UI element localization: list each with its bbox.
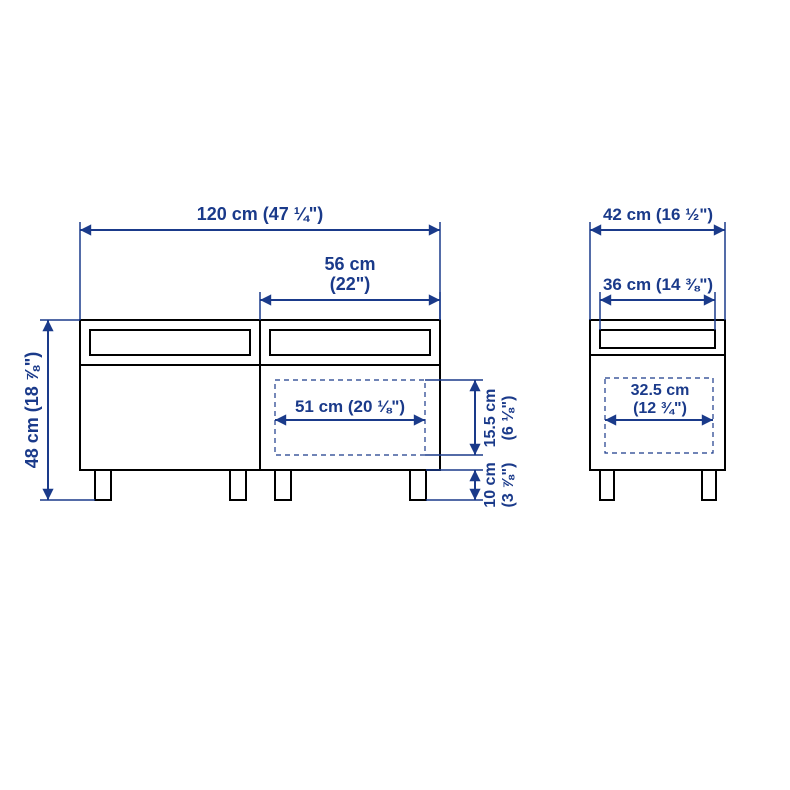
inner-h-1: 15.5 cm	[482, 389, 499, 448]
depth-label: 42 cm (16 ½")	[603, 205, 713, 224]
side-view: 42 cm (16 ½") 36 cm (14 ⅜") 32.5 cm (12 …	[590, 205, 725, 500]
leg-h-2: (3 ⅞")	[500, 463, 517, 508]
height-label: 48 cm (18 ⅞")	[22, 352, 42, 469]
leg-h-1: 10 cm	[482, 462, 499, 507]
width-label: 120 cm (47 ¼")	[197, 204, 324, 224]
half-width-label-2: (22")	[330, 274, 371, 294]
inner-depth-label: 36 cm (14 ⅜")	[603, 275, 713, 294]
dimension-diagram: 120 cm (47 ¼") 56 cm (22") 48 cm (18 ⅞")…	[0, 0, 790, 790]
inner-d2-1: 32.5 cm	[631, 382, 690, 399]
half-width-label-1: 56 cm	[324, 254, 375, 274]
inner-h-2: (6 ⅛")	[500, 396, 517, 441]
inner-d2-2: (12 ¾")	[633, 400, 687, 417]
front-view: 120 cm (47 ¼") 56 cm (22") 48 cm (18 ⅞")…	[22, 204, 517, 508]
inner-width-label: 51 cm (20 ⅛")	[295, 397, 405, 416]
